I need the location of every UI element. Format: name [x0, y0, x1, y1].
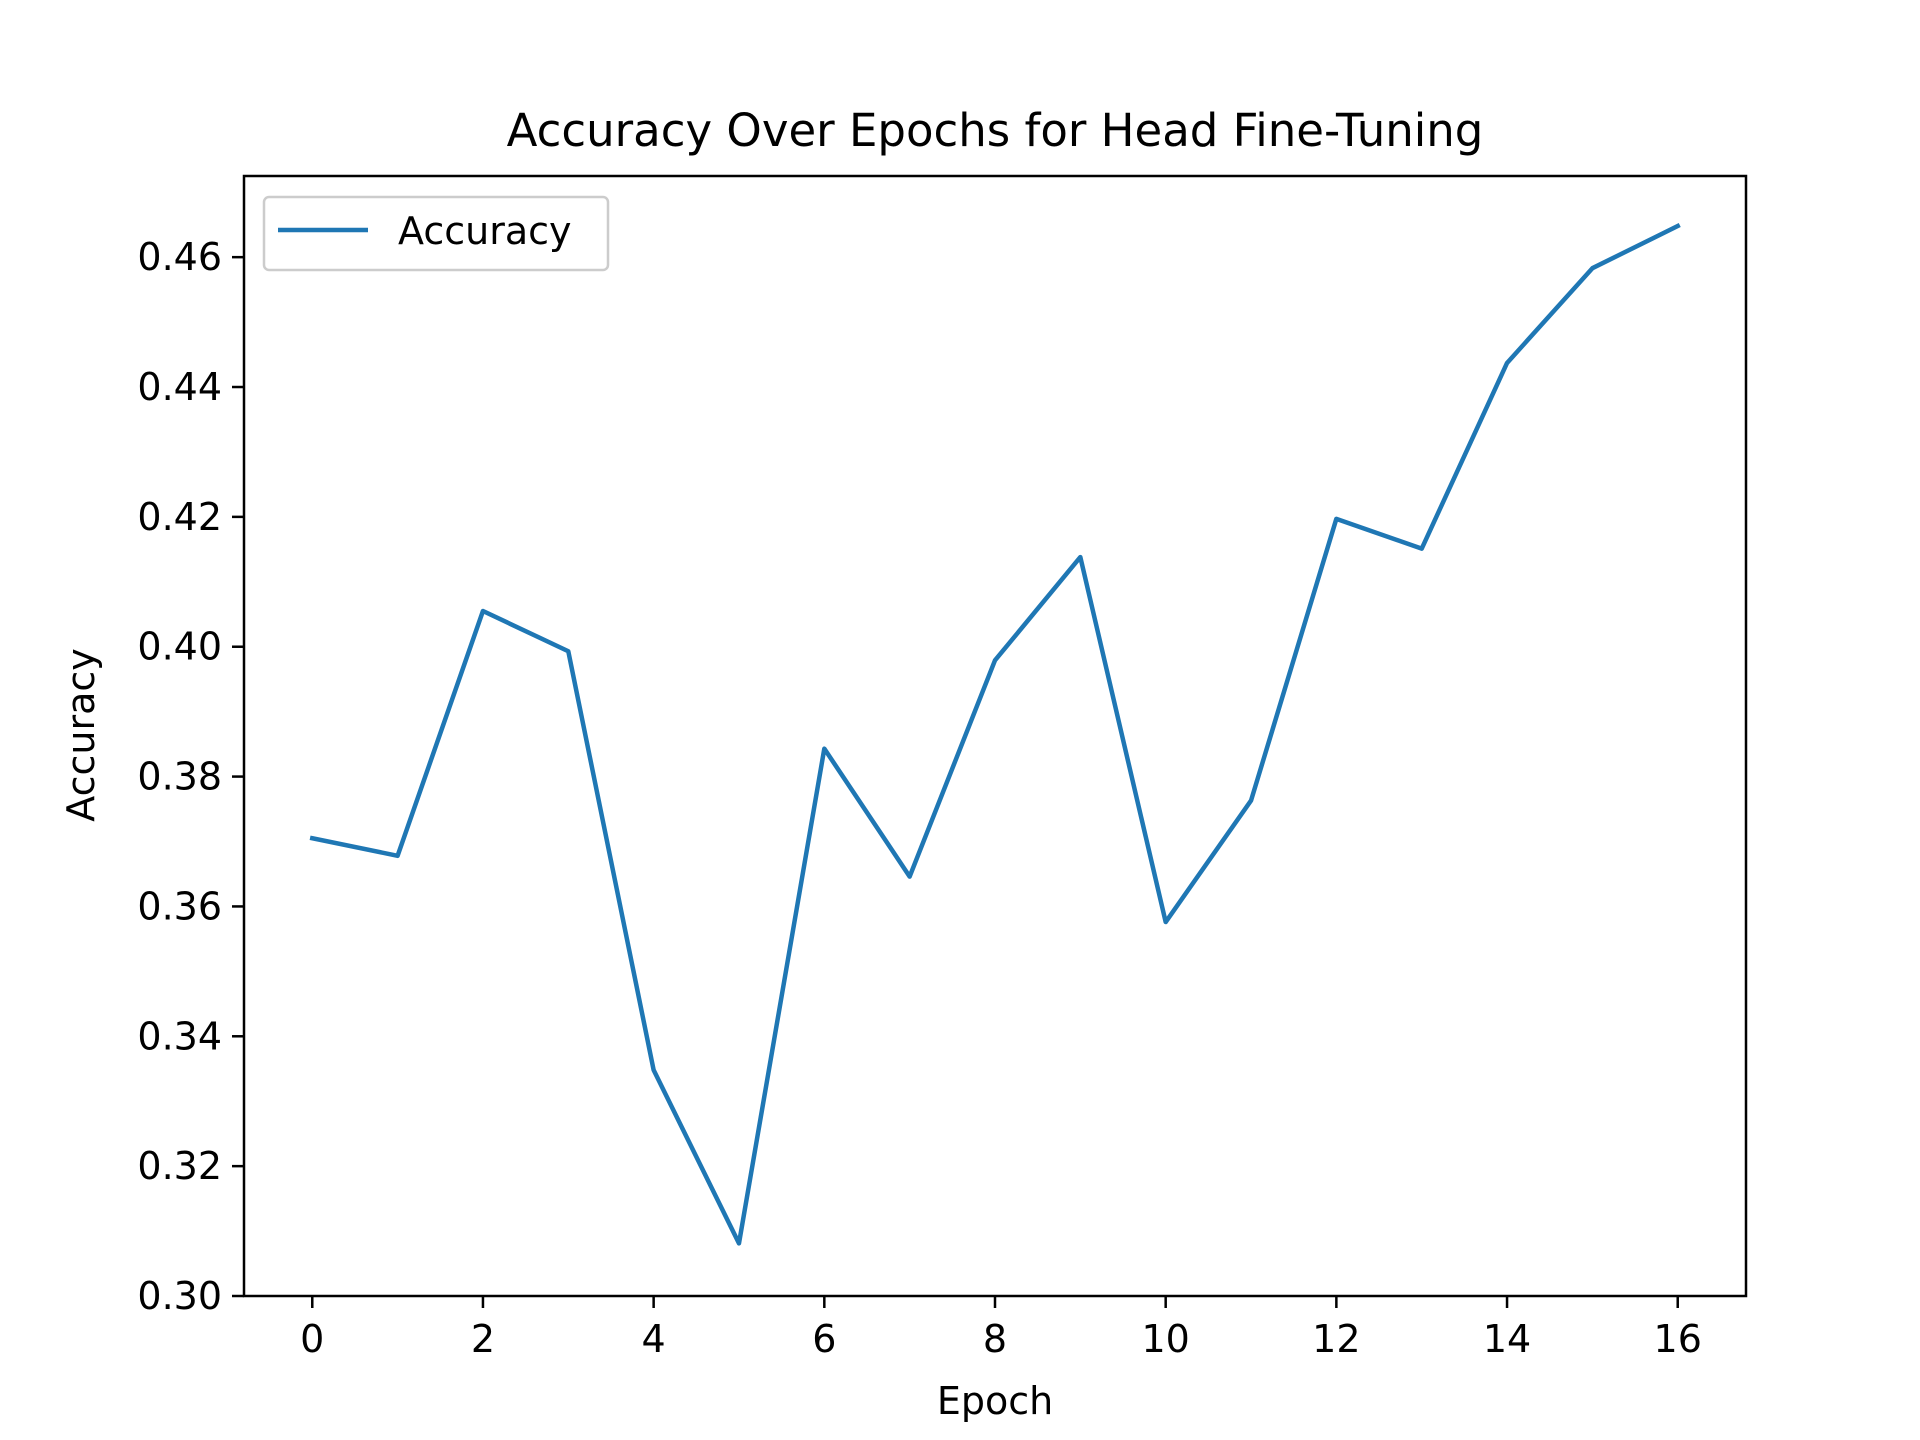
x-tick-label: 14	[1483, 1317, 1531, 1361]
x-tick-label: 0	[300, 1317, 324, 1361]
y-axis-ticks: 0.30 0.32 0.34 0.36 0.38 0.40 0.42 0.44 0.46	[137, 235, 244, 1318]
x-tick-label: 10	[1142, 1317, 1190, 1361]
legend-box	[262, 195, 610, 272]
y-tick-label: 0.34	[137, 1014, 222, 1058]
plot-area-frame	[242, 174, 1748, 1298]
series-layer	[309, 222, 1681, 1246]
x-axis-ticks: 0 2 4 6 8 10 12 14 16	[300, 1296, 1702, 1361]
y-tick-label: 0.32	[137, 1144, 222, 1188]
y-tick-label: 0.38	[137, 755, 222, 799]
y-tick-label: 0.30	[137, 1274, 222, 1318]
y-tick-label: 0.40	[137, 625, 222, 669]
legend: Accuracy	[262, 195, 610, 272]
y-tick-label: 0.46	[137, 235, 222, 279]
x-tick-label: 8	[983, 1317, 1007, 1361]
chart-title: Accuracy Over Epochs for Head Fine-Tunin…	[507, 104, 1484, 157]
x-tick-label: 12	[1312, 1317, 1360, 1361]
x-tick-label: 16	[1654, 1317, 1702, 1361]
y-tick-label: 0.42	[137, 495, 222, 539]
series-line-accuracy	[309, 222, 1681, 1246]
x-tick-label: 6	[812, 1317, 836, 1361]
x-axis-label: Epoch	[937, 1379, 1053, 1423]
x-tick-label: 2	[471, 1317, 495, 1361]
legend-label-accuracy: Accuracy	[398, 209, 572, 253]
x-tick-label: 4	[642, 1317, 666, 1361]
y-axis-label: Accuracy	[59, 648, 103, 822]
y-tick-label: 0.36	[137, 884, 222, 928]
y-tick-label: 0.44	[137, 365, 222, 409]
